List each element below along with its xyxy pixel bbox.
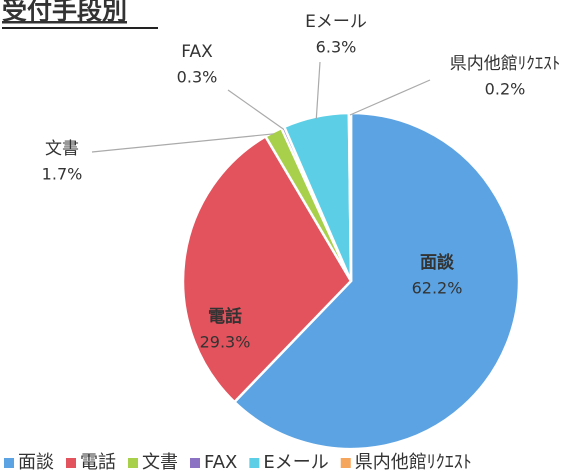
leader-line	[315, 61, 321, 119]
leader-line	[91, 133, 275, 153]
legend-swatch	[190, 458, 200, 468]
leader-line	[227, 89, 284, 130]
value-label: 0.3%	[177, 68, 218, 87]
slice-label: FAX	[181, 42, 213, 62]
legend-swatch	[128, 458, 138, 468]
legend-label: 電話	[80, 452, 116, 473]
value-label: 6.3%	[316, 38, 357, 57]
legend-swatch	[66, 458, 76, 468]
legend-label: 県内他館ﾘｸｴｽﾄ	[355, 452, 472, 473]
value-label: 62.2%	[412, 279, 463, 298]
slice-label: 面談	[420, 252, 455, 273]
legend-label: FAX	[204, 452, 237, 473]
pie-slice	[347, 111, 353, 282]
slice-label: 県内他館ﾘｸｴｽﾄ	[450, 54, 561, 74]
leader-line	[349, 79, 431, 116]
slice-label: Eメール	[305, 12, 367, 32]
pie-slice	[181, 134, 353, 404]
pie-slice	[232, 111, 521, 451]
slice-label: 電話	[208, 306, 242, 327]
legend-label: 面談	[18, 452, 54, 473]
slice-label: 文書	[45, 139, 79, 159]
value-label: 0.2%	[485, 80, 526, 99]
legend-swatch	[249, 458, 260, 468]
legend-swatch	[340, 458, 351, 468]
legend-swatch	[4, 458, 14, 468]
value-label: 29.3%	[200, 333, 251, 352]
chart-title: 受付手段別	[2, 0, 127, 25]
value-label: 1.7%	[42, 165, 83, 184]
legend-label: 文書	[142, 452, 178, 473]
legend-label: Eメール	[263, 452, 328, 473]
